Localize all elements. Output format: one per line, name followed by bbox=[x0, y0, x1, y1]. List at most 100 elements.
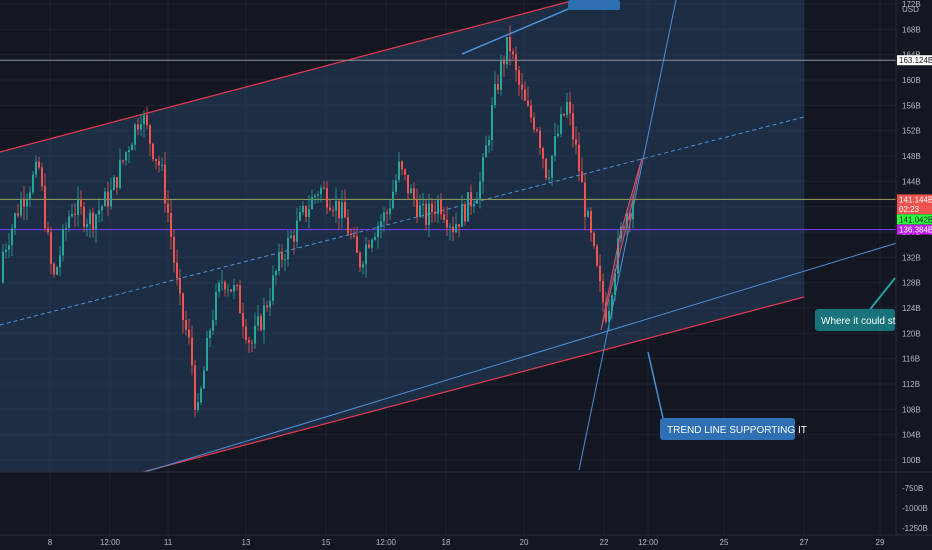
candle-body bbox=[35, 161, 37, 175]
candle-body bbox=[386, 212, 388, 214]
support-callout-text: TREND LINE SUPPORTING IT bbox=[667, 425, 807, 436]
pattern-triangle bbox=[600, 157, 643, 331]
candle-body bbox=[533, 117, 535, 130]
time-tick-label: 29 bbox=[876, 538, 885, 547]
currency-label: USD bbox=[902, 5, 919, 14]
candle-body bbox=[5, 249, 7, 252]
candle-body bbox=[515, 54, 517, 71]
candle-body bbox=[464, 204, 466, 222]
candle-body bbox=[491, 105, 493, 141]
steep-trend-line bbox=[578, 0, 677, 471]
candle-body bbox=[2, 251, 4, 283]
candle-body bbox=[116, 177, 118, 188]
time-tick-label: 13 bbox=[242, 538, 251, 547]
candle-body bbox=[527, 100, 529, 106]
candle-body bbox=[290, 235, 292, 238]
candle-body bbox=[80, 199, 82, 207]
candle-body bbox=[284, 259, 286, 261]
candle-body bbox=[95, 214, 97, 230]
candle-body bbox=[65, 227, 67, 229]
candle-body bbox=[119, 160, 121, 188]
candle-body bbox=[110, 189, 112, 207]
price-tick-label: 152B bbox=[902, 127, 921, 136]
price-tag bbox=[897, 214, 932, 225]
candle-body bbox=[566, 101, 568, 116]
candle-body bbox=[158, 160, 160, 166]
candle-body bbox=[389, 208, 391, 214]
candle-body bbox=[524, 89, 526, 101]
pointer-box bbox=[568, 0, 620, 10]
candle-body bbox=[236, 285, 238, 287]
price-tick-label: 160B bbox=[902, 76, 921, 85]
peak-pointer-line bbox=[461, 3, 581, 55]
price-tag-label: 141.144B bbox=[899, 195, 932, 204]
candle-body bbox=[173, 236, 175, 263]
candle-body bbox=[521, 84, 523, 90]
candle-body bbox=[476, 198, 478, 204]
candle-body bbox=[377, 225, 379, 238]
candle-body bbox=[599, 265, 601, 282]
channel-fill bbox=[0, 0, 804, 472]
time-tick-label: 25 bbox=[720, 538, 729, 547]
candle-body bbox=[140, 124, 142, 130]
candle-body bbox=[269, 300, 271, 308]
time-tick-label: 12:00 bbox=[100, 538, 121, 547]
price-tag bbox=[897, 55, 932, 66]
candle-body bbox=[608, 310, 610, 322]
candle-body bbox=[143, 115, 145, 125]
candle-body bbox=[176, 262, 178, 278]
candle-body bbox=[134, 124, 136, 145]
candle-body bbox=[53, 263, 55, 275]
candle-body bbox=[29, 192, 31, 200]
candle-body bbox=[272, 275, 274, 301]
right-callout-pointer bbox=[867, 277, 896, 313]
candle-body bbox=[461, 204, 463, 227]
candle-body bbox=[50, 232, 52, 264]
candle-body bbox=[416, 199, 418, 218]
horizontal-levels bbox=[0, 59, 896, 231]
candle-body bbox=[137, 124, 139, 130]
price-scale-panel bbox=[896, 0, 932, 550]
candle-body bbox=[68, 216, 70, 228]
price-tick-label: 172B bbox=[902, 0, 921, 9]
candle-body bbox=[314, 195, 316, 198]
candle-body bbox=[299, 212, 301, 221]
candle-body bbox=[437, 199, 439, 215]
candle-body bbox=[626, 213, 628, 228]
price-tick-label: 116B bbox=[902, 355, 920, 364]
candle-body bbox=[488, 140, 490, 146]
candle-body bbox=[191, 337, 193, 366]
candle-body bbox=[233, 285, 235, 292]
candle-body bbox=[230, 289, 232, 292]
candle-body bbox=[395, 179, 397, 192]
candle-body bbox=[242, 313, 244, 327]
candle-body bbox=[431, 203, 433, 213]
candle-body bbox=[41, 167, 43, 187]
candle-body bbox=[44, 186, 46, 229]
candle-body bbox=[257, 316, 259, 326]
candle-body bbox=[467, 192, 469, 222]
candle-body bbox=[185, 320, 187, 330]
candle-body bbox=[617, 238, 619, 274]
candle-body bbox=[374, 237, 376, 240]
price-tick-label: 124B bbox=[902, 304, 921, 313]
price-tag bbox=[897, 224, 932, 235]
candle-body bbox=[581, 171, 583, 183]
price-tick-label: 132B bbox=[902, 253, 921, 262]
price-tag-label: 136.384B bbox=[899, 226, 932, 235]
candle-body bbox=[545, 158, 547, 179]
candle-body bbox=[557, 133, 559, 136]
candle-body bbox=[458, 224, 460, 227]
price-tag-label: 141.042B bbox=[899, 215, 932, 224]
candle-body bbox=[632, 200, 634, 220]
candle-body bbox=[542, 147, 544, 159]
candle-body bbox=[593, 232, 595, 246]
candle-body bbox=[392, 191, 394, 209]
candle-body bbox=[26, 199, 28, 207]
time-tick-label: 12:00 bbox=[376, 538, 397, 547]
candle-body bbox=[347, 217, 349, 234]
candle-body bbox=[263, 305, 265, 331]
candle-body bbox=[23, 198, 25, 207]
candle-body bbox=[338, 200, 340, 219]
